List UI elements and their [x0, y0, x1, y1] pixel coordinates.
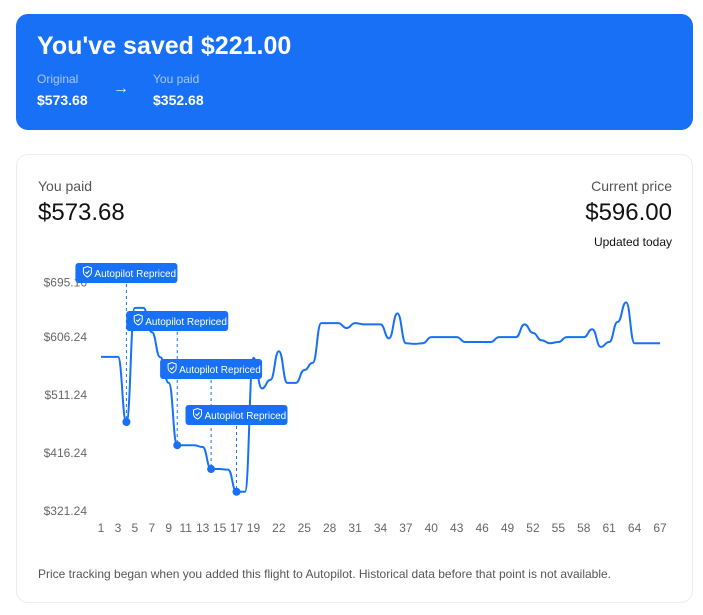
x-tick-label: 43: [450, 521, 464, 535]
x-tick-label: 17: [230, 521, 244, 535]
y-tick-label: $416.24: [44, 446, 88, 460]
x-tick-label: 58: [577, 521, 591, 535]
x-tick-label: 1: [98, 521, 105, 535]
you-paid-label: You paid: [38, 178, 92, 194]
badge-label: Autopilot Repriced: [205, 411, 287, 422]
x-tick-label: 11: [179, 521, 192, 535]
shield-check-icon: [133, 313, 143, 326]
x-tick-label: 31: [348, 521, 362, 535]
x-tick-label: 55: [552, 521, 566, 535]
x-tick-label: 46: [475, 521, 489, 535]
badge-label: Autopilot Repriced: [145, 317, 227, 328]
x-tick-label: 52: [526, 521, 540, 535]
current-price-label: Current price: [591, 178, 672, 194]
x-tick-label: 40: [425, 521, 439, 535]
current-price-value: $596.00: [585, 199, 672, 226]
price-line: [100, 301, 660, 493]
x-tick-label: 67: [653, 521, 667, 535]
x-tick-label: 9: [165, 521, 172, 535]
paid-label: You paid: [153, 72, 200, 86]
x-tick-label: 19: [247, 521, 261, 535]
reprice-point: [207, 465, 216, 474]
original-label: Original: [37, 72, 79, 86]
y-tick-label: $321.24: [44, 504, 88, 518]
savings-banner: You've saved $221.00 Original $573.68 → …: [16, 14, 693, 130]
reprice-point: [173, 441, 182, 450]
price-card: You paid $573.68 Current price $596.00 U…: [16, 154, 693, 603]
reprice-point: [122, 418, 131, 427]
autopilot-badge: [126, 311, 229, 331]
badge-label: Autopilot Repriced: [94, 269, 176, 280]
x-tick-label: 22: [272, 521, 286, 535]
x-tick-label: 34: [374, 521, 388, 535]
reprice-point: [232, 487, 241, 496]
x-tick-label: 61: [603, 521, 617, 535]
paid-value: $352.68: [153, 92, 204, 108]
x-tick-label: 49: [501, 521, 515, 535]
autopilot-badge: [160, 359, 263, 379]
x-tick-label: 25: [298, 521, 312, 535]
you-paid-value: $573.68: [38, 199, 125, 226]
x-tick-label: 37: [399, 521, 413, 535]
badge-label: Autopilot Repriced: [179, 365, 261, 376]
footnote: Price tracking began when you added this…: [38, 567, 612, 581]
x-tick-label: 3: [115, 521, 122, 535]
x-tick-label: 15: [213, 521, 227, 535]
autopilot-badge: [75, 263, 178, 283]
shield-check-icon: [82, 265, 92, 278]
autopilot-badge: [185, 405, 288, 425]
x-tick-label: 64: [628, 521, 642, 535]
x-tick-label: 28: [323, 521, 337, 535]
x-tick-label: 7: [148, 521, 155, 535]
shield-check-icon: [193, 407, 203, 420]
x-tick-label: 13: [196, 521, 210, 535]
updated-label: Updated today: [593, 235, 672, 249]
x-tick-label: 5: [132, 521, 139, 535]
savings-title: You've saved $221.00: [37, 32, 292, 60]
y-tick-label: $511.24: [45, 388, 88, 402]
original-value: $573.68: [37, 92, 88, 108]
y-tick-label: $606.24: [44, 330, 88, 344]
arrow-right-icon: →: [113, 80, 129, 97]
shield-check-icon: [167, 361, 177, 374]
